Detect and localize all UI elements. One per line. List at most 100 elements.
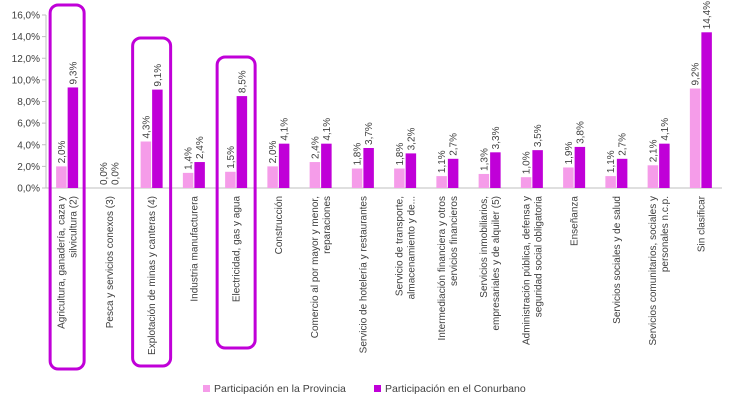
category-label: Pesca y servicios conexos (3) [105,196,116,328]
bar-conurbano [363,147,374,188]
data-label: 9,2% [691,63,702,86]
data-label: 3,7% [364,122,375,145]
data-label: 1,3% [479,148,490,171]
category-label: Servicio de transporte, [395,196,406,296]
bar-conurbano [194,162,205,188]
legend: Participación en la Provincia Participac… [203,383,526,395]
data-label: 9,3% [68,62,79,85]
bar-conurbano [278,143,290,188]
bar-provincia [436,176,447,188]
bar-provincia [689,88,701,188]
category-label: Explotación de minas y canteras (4) [147,196,158,355]
data-label: 4,1% [280,118,291,141]
y-tick-label: 14,0% [12,32,40,43]
bar-provincia [647,165,659,188]
data-label: 3,2% [406,127,417,150]
data-label: 4,1% [322,118,333,141]
bar-conurbano [321,143,332,188]
category-label: Administración pública, defensa y [521,196,532,345]
bar-provincia [520,177,532,188]
bar-conurbano [532,150,543,188]
bar-conurbano [574,146,586,188]
category-label: Servicios comunitarios, sociales y [648,196,659,346]
data-label: 8,5% [237,70,248,93]
data-label: 1,9% [564,142,575,165]
category-label: seguridad social obligatoria [533,196,544,318]
data-label: 4,3% [141,116,152,139]
category-label: Sin clasificar [696,195,707,252]
bar-conurbano [152,89,163,188]
category-labels: Agricultura, ganadería, caza y silvicultu… [57,195,708,355]
bar-provincia [478,173,490,188]
data-label: 2,1% [648,139,659,162]
category-label: personales n.c.p. [660,196,671,272]
category-label: Servicios sociales y de salud [612,196,623,324]
legend-swatch-conurbano [374,385,381,392]
data-label: 2,0% [57,140,68,163]
category-highlights [48,3,257,371]
bar-provincia [56,166,67,188]
y-tick-label: 10,0% [12,75,40,86]
data-label: 1,8% [395,143,406,166]
data-label: 2,0% [268,140,279,163]
category-label: Electricidad, gas y agua [232,196,243,303]
data-label: 3,5% [533,124,544,147]
highlight-frame [48,3,86,371]
bar-provincia [563,167,574,188]
data-label: 2,4% [195,136,206,159]
category-label: Construcción [274,196,285,254]
category-label: Comercio al por mayor y menor, [310,196,321,338]
data-label: 1,0% [522,151,533,174]
data-label: 1,1% [606,150,617,173]
data-label: 3,3% [491,126,502,149]
bar-provincia [267,166,278,188]
y-tick-label: 0,0% [17,184,40,195]
data-label: 2,7% [618,133,629,156]
category-label: Industria manufacturera [189,196,200,302]
bar-provincia [182,172,194,188]
category-label: Servicios inmobiliarios, [479,196,490,298]
data-label: 1,4% [184,147,195,170]
data-label: 1,8% [353,143,364,166]
data-label: 2,4% [310,136,321,159]
data-label: 2,7% [449,133,460,156]
data-label: 1,5% [226,146,237,169]
bar-conurbano [616,158,628,188]
y-tick-label: 12,0% [12,54,40,65]
category-label: silvicultura (2) [69,196,80,258]
bar-conurbano [490,152,501,188]
category-label: almacenamiento y de... [407,196,418,299]
y-tick-label: 2,0% [17,162,40,173]
category-label: Enseñanza [570,196,581,246]
data-label: 14,4% [702,1,713,29]
category-label: empresariales y de alquiler (5) [491,196,502,331]
data-label: 0,0% [111,162,122,185]
legend-swatch-provincia [203,385,210,392]
highlight-frame [131,36,173,368]
bar-conurbano [447,158,459,188]
category-label: Agricultura, ganadería, caza y [57,196,68,329]
bar-provincia [140,141,152,188]
data-label: 0,0% [99,162,110,185]
y-tick-label: 6,0% [17,119,40,130]
bar-conurbano [701,32,712,188]
category-label: Servicio de hotelería y restaurantes [358,196,369,353]
y-tick-label: 16,0% [12,11,40,22]
data-label: 4,1% [660,118,671,141]
category-label: reparaciones [322,196,333,254]
bars [56,32,712,188]
data-label: 9,1% [153,64,164,87]
bar-provincia [309,162,321,188]
legend-label-provincia: Participación en la Provincia [214,383,346,395]
data-labels: 2,0% 0,0% 4,3% 1,4% 1,5% 2,0% 2,4% 1,8% 1,8% 1,1%… [57,1,713,185]
category-label: servicios financieros [449,196,460,286]
data-label: 1,1% [437,150,448,173]
y-tick-label: 8,0% [17,97,40,108]
bar-conurbano [659,143,670,188]
category-label: Intermediación financiera y otros [437,196,448,341]
highlight-frame [215,55,257,350]
data-label: 3,8% [575,121,586,144]
bar-conurbano [405,153,417,188]
bar-conurbano [236,96,248,188]
